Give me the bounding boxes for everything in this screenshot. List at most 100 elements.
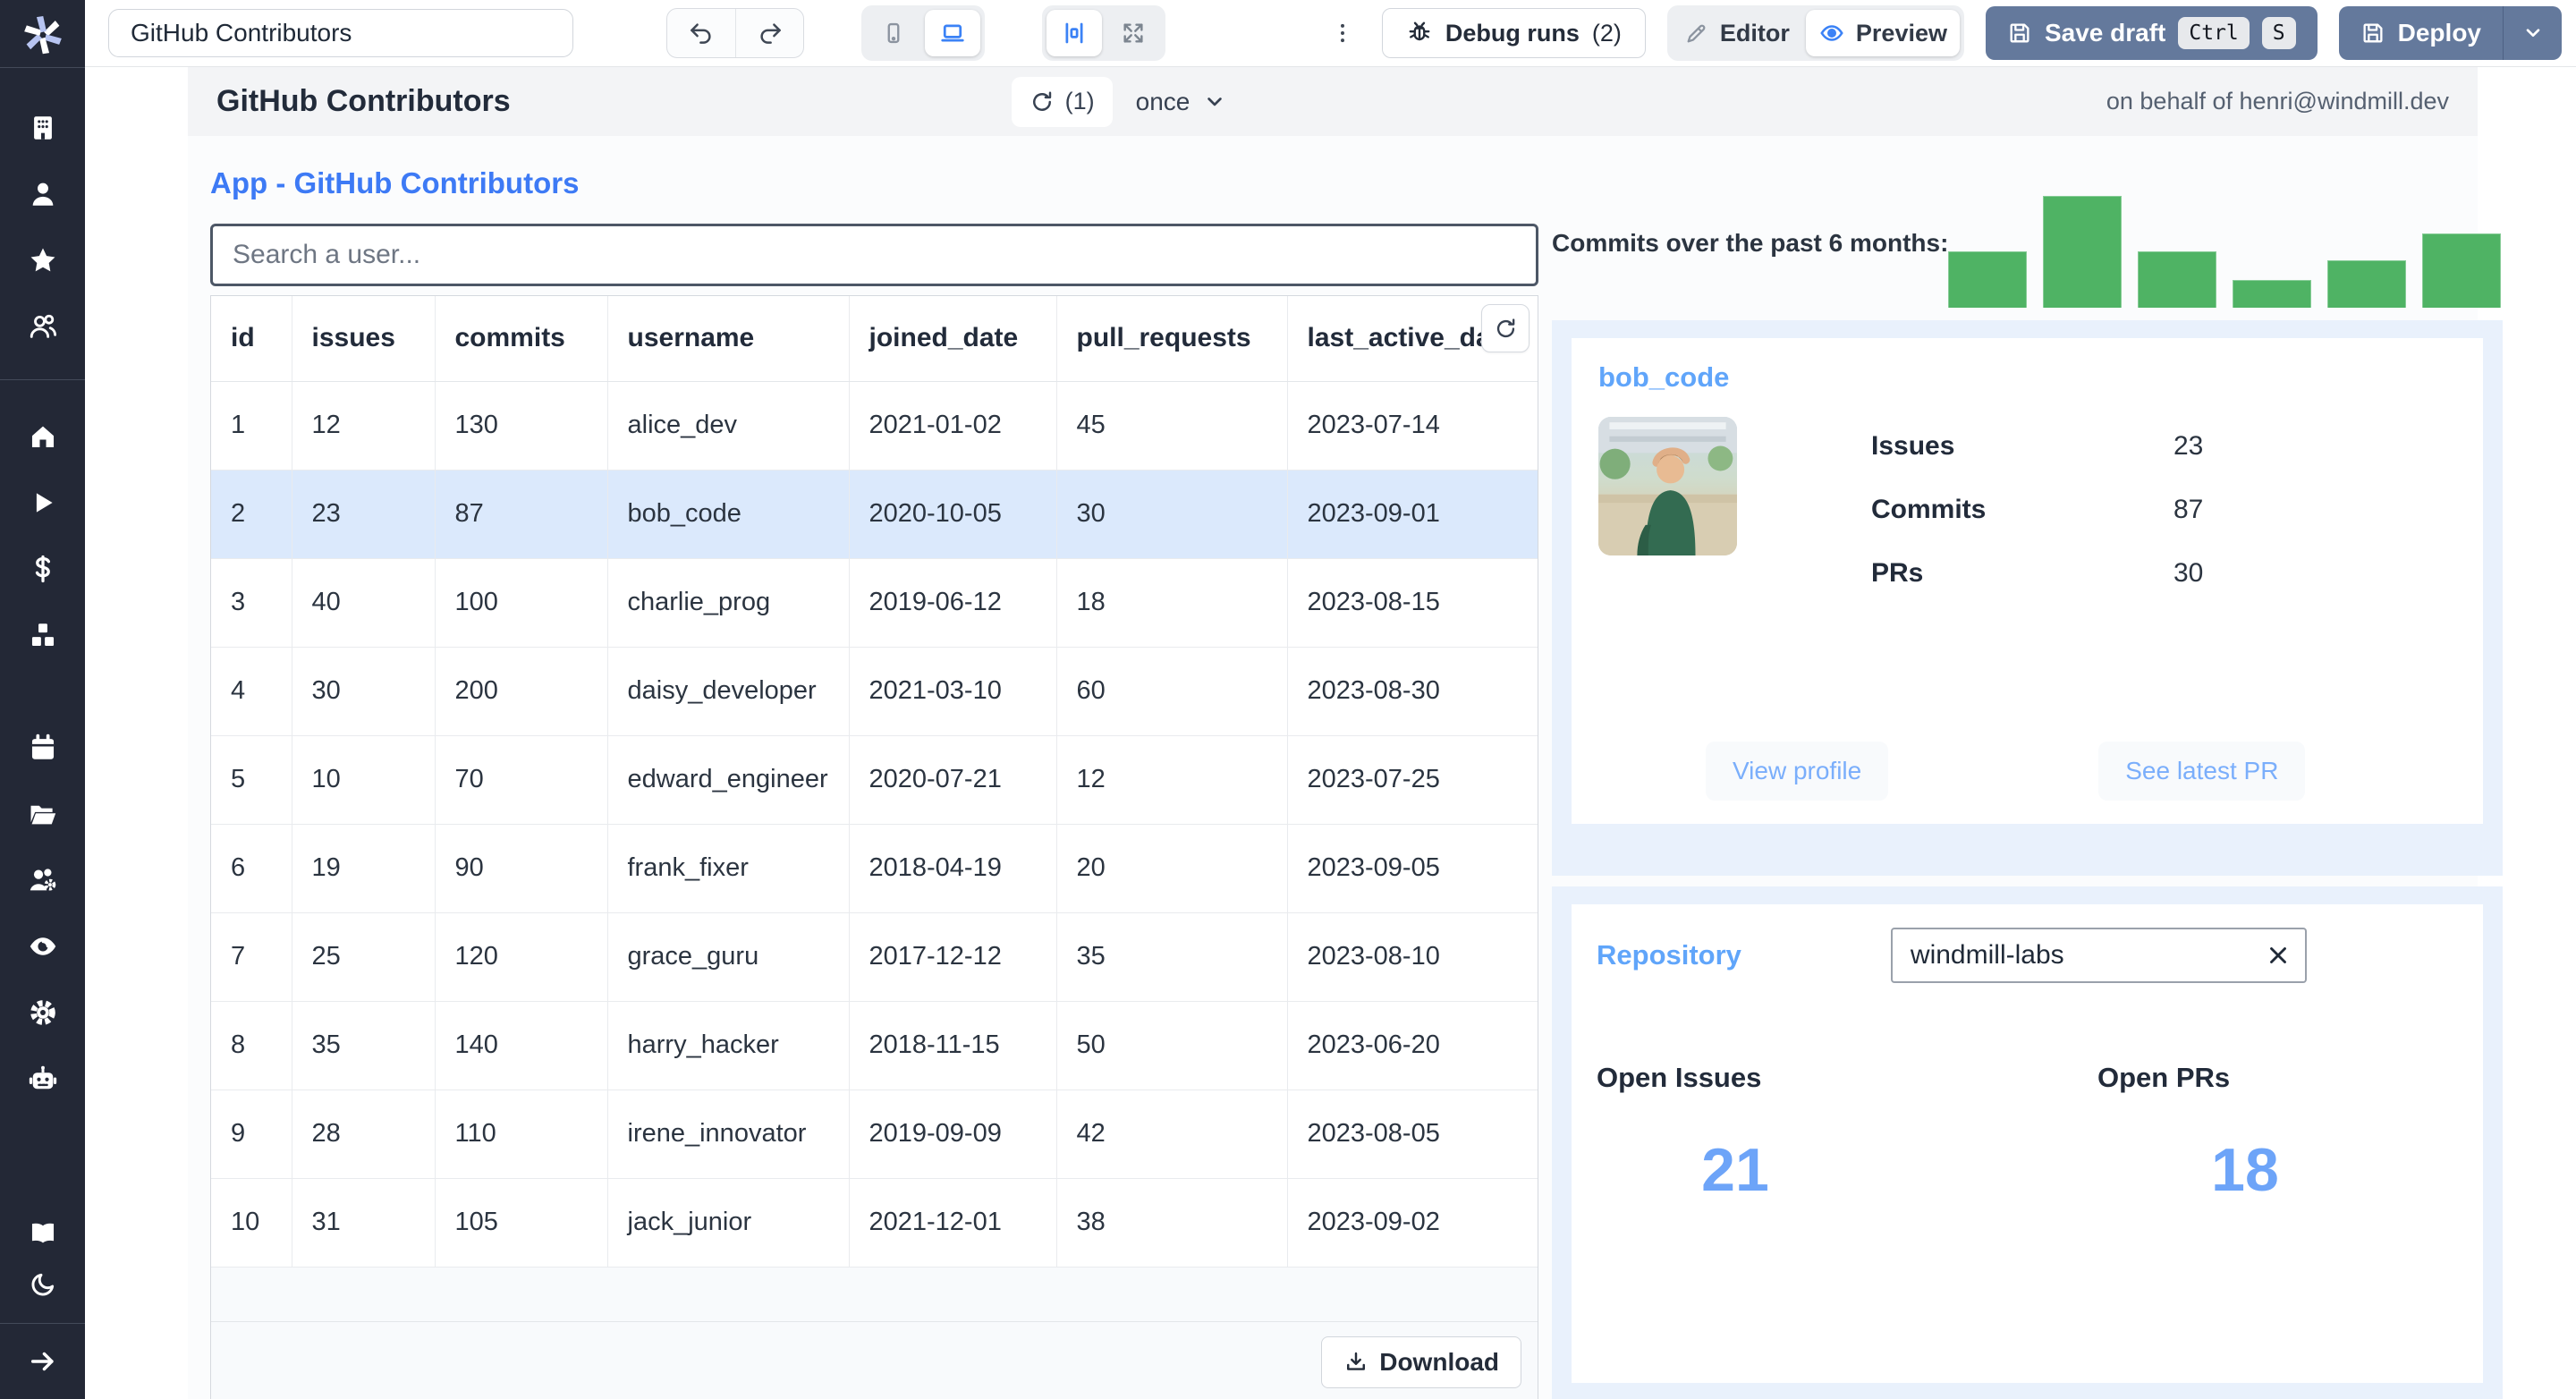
pencil-icon [1684,21,1709,46]
cell-id: 10 [211,1178,292,1268]
sidebar-item-resources[interactable] [0,602,85,668]
play-icon [28,488,58,518]
sidebar-item-docs[interactable] [0,1207,85,1259]
save-draft-button[interactable]: Save draft Ctrl S [1985,6,2318,60]
fullscreen-button[interactable] [1106,10,1161,56]
user-stats: Issues 23 Commits 87 PRs 30 [1871,417,2456,622]
app-title-input[interactable] [108,9,573,57]
sidebar-item-runs[interactable] [0,470,85,536]
sidebar-item-audit[interactable] [0,913,85,979]
cell-username: grace_guru [607,912,850,1002]
sidebar-item-folders[interactable] [0,781,85,847]
cell-last_active_date: 2023-07-25 [1287,735,1538,825]
windmill-logo[interactable] [0,0,85,67]
sidebar-item-home[interactable] [0,403,85,470]
clear-repository-button[interactable] [2262,939,2294,971]
cell-issues: 12 [292,381,436,471]
deploy-label: Deploy [2397,19,2481,47]
moon-icon [29,1270,57,1299]
open-issues-value: 21 [1701,1136,1769,1204]
center-layout-button[interactable] [1046,10,1102,56]
table-row[interactable]: 9 28 110 irene_innovator 2019-09-09 42 2023-08… [211,1090,1538,1179]
more-options-button[interactable] [1325,9,1360,57]
sidebar-item-workers[interactable] [0,847,85,913]
sidebar-item-settings[interactable] [0,979,85,1046]
table-row[interactable]: 6 19 90 frank_fixer 2018-04-19 20 2023-09-05 [211,824,1538,913]
undo-redo-group [666,8,804,58]
cell-joined_date: 2017-12-12 [849,912,1057,1002]
cell-username: edward_engineer [607,735,850,825]
sidebar-item-ai[interactable] [0,1046,85,1112]
cell-id: 4 [211,647,292,736]
table-row[interactable]: 1 12 130 alice_dev 2021-01-02 45 2023-07-14 [211,381,1538,471]
cell-commits: 200 [435,647,608,736]
cell-id: 9 [211,1090,292,1179]
commit-bar [2327,260,2407,308]
cell-id: 8 [211,1001,292,1090]
table-row[interactable]: 7 25 120 grace_guru 2017-12-12 35 2023-08-10 [211,912,1538,1002]
sidebar-item-variables[interactable] [0,536,85,602]
save-icon [2360,21,2385,46]
app-canvas: GitHub Contributors (1) once [188,67,2504,1399]
stat-label: PRs [1871,558,1924,588]
stat-label: Commits [1871,495,1987,524]
cell-last_active_date: 2023-08-05 [1287,1090,1538,1179]
cell-last_active_date: 2023-08-10 [1287,912,1538,1002]
cell-issues: 28 [292,1090,436,1179]
boxes-icon [28,620,58,650]
table-row[interactable]: 4 30 200 daisy_developer 2021-03-10 60 2023-08… [211,647,1538,736]
sidebar-item-groups[interactable] [0,293,85,360]
redo-button[interactable] [735,9,803,57]
table-empty-strip [211,1267,1538,1321]
preview-tab[interactable]: Preview [1805,10,1960,56]
table-header-row: id issues commits username joined_date pull_r… [211,296,1538,382]
schedule-dropdown[interactable]: once [1136,88,1228,116]
commit-bar [2233,280,2312,308]
table-row[interactable]: 5 10 70 edward_engineer 2020-07-21 12 2023-07-… [211,735,1538,825]
user-card-username: bob_code [1598,361,1730,393]
sidebar-item-dark-mode[interactable] [0,1259,85,1310]
sidebar-item-user[interactable] [0,161,85,227]
kbd-ctrl: Ctrl [2178,17,2250,49]
sidebar-item-schedules[interactable] [0,715,85,781]
sidebar-expand-toggle[interactable] [0,1324,85,1399]
search-input[interactable] [210,224,1538,286]
editor-tab[interactable]: Editor [1672,10,1802,56]
table-row[interactable]: 8 35 140 harry_hacker 2018-11-15 50 2023-06-20 [211,1001,1538,1090]
mobile-view-button[interactable] [866,10,921,56]
on-behalf-text: on behalf of henri@windmill.dev [2106,88,2449,114]
cell-username: frank_fixer [607,824,850,913]
deploy-button[interactable]: Deploy [2339,6,2503,60]
undo-button[interactable] [667,9,735,57]
commit-bar [2138,251,2217,308]
left-column: App - GitHub Contributors i [210,159,1538,1399]
column-header-joined_date: joined_date [849,296,1057,382]
cell-username: bob_code [607,470,850,559]
table-refresh-button[interactable] [1481,304,1530,352]
table-row[interactable]: 10 31 105 jack_junior 2021-12-01 38 2023-09-02 [211,1178,1538,1268]
column-header-pull_requests: pull_requests [1056,296,1288,382]
table-row[interactable]: 2 23 87 bob_code 2020-10-05 30 2023-09-01 [211,470,1538,559]
cell-issues: 35 [292,1001,436,1090]
cell-pull_requests: 60 [1056,647,1288,736]
repository-input[interactable] [1890,928,2307,983]
preview-label: Preview [1855,19,1947,47]
sidebar-item-favorites[interactable] [0,227,85,293]
see-latest-pr-button[interactable]: See latest PR [2098,742,2306,801]
chevron-down-icon [2521,21,2545,45]
cell-last_active_date: 2023-09-01 [1287,470,1538,559]
cell-joined_date: 2018-11-15 [849,1001,1057,1090]
deploy-options-button[interactable] [2503,6,2562,60]
app-refresh-button[interactable]: (1) [1011,76,1113,127]
view-profile-button[interactable]: View profile [1706,742,1889,801]
cell-last_active_date: 2023-08-15 [1287,558,1538,648]
debug-runs-button[interactable]: Debug runs (2) [1381,8,1646,58]
cell-pull_requests: 35 [1056,912,1288,1002]
table-row[interactable]: 3 40 100 charlie_prog 2019-06-12 18 2023-08-15 [211,558,1538,648]
sidebar-item-workspace[interactable] [0,95,85,161]
cell-last_active_date: 2023-09-02 [1287,1178,1538,1268]
download-button[interactable]: Download [1321,1336,1521,1388]
desktop-view-button[interactable] [925,10,980,56]
cell-issues: 23 [292,470,436,559]
calendar-icon [28,733,58,763]
